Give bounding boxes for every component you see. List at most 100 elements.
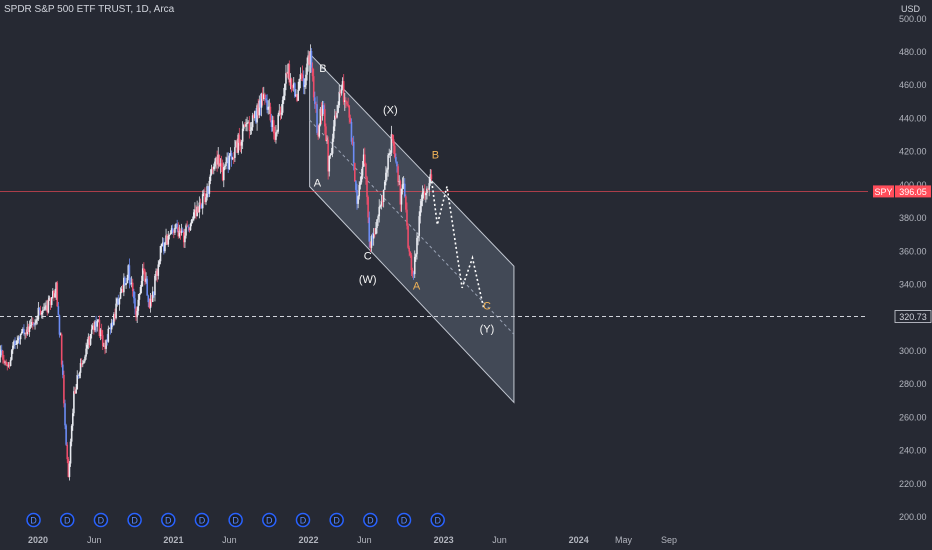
candle-body (85, 348, 87, 357)
dividend-marker[interactable]: D (363, 512, 378, 528)
candle-body (240, 141, 243, 146)
dividend-marker[interactable]: D (59, 512, 75, 528)
candle-body (75, 389, 77, 394)
candle-body (237, 134, 240, 153)
candle-body (379, 205, 382, 207)
candle-body (317, 132, 319, 137)
candle-body (4, 361, 6, 363)
candle-body (83, 360, 85, 364)
y-tick-label: 500.00 (899, 14, 927, 24)
candle-body (86, 344, 89, 349)
candle-body (5, 361, 7, 365)
candle-body (141, 268, 144, 281)
candle-body (420, 201, 423, 206)
candle-body (258, 100, 261, 116)
candle-body (115, 303, 117, 319)
candle-body (151, 291, 154, 302)
candle-body (268, 106, 271, 108)
candle-body (38, 307, 41, 311)
candle-body (130, 282, 133, 285)
candle-body (222, 167, 225, 181)
candle-body (381, 200, 384, 202)
channel-layer (309, 52, 515, 404)
candle-body (367, 196, 369, 218)
candle-body (53, 291, 55, 298)
candle-body (68, 463, 71, 477)
candle-body (15, 344, 17, 345)
candle-body (405, 196, 407, 210)
candle-body (239, 142, 242, 146)
dividend-icon (26, 512, 41, 528)
dividend-label: D (333, 516, 340, 526)
symbol-title: SPDR S&P 500 ETF TRUST, 1D, Arca (4, 4, 175, 15)
candle-body (401, 184, 404, 189)
x-tick-label: Jun (222, 535, 237, 545)
candle-body (344, 100, 346, 102)
candle-body (325, 126, 327, 142)
candle-body (199, 202, 202, 205)
candle-body (159, 245, 162, 262)
dividend-marker[interactable]: D (430, 512, 445, 528)
candle-body (380, 200, 383, 206)
candle-body (22, 329, 24, 332)
dividend-marker[interactable]: D (26, 512, 41, 528)
candle-body (17, 337, 20, 341)
candle-body (89, 334, 92, 345)
candle-body (256, 105, 258, 123)
candle-body (101, 335, 104, 347)
candle-body (163, 242, 165, 252)
candle-body (341, 81, 344, 89)
candle-body (100, 329, 103, 336)
candle-body (235, 141, 237, 148)
candle-body (29, 324, 32, 327)
dividend-marker[interactable]: D (93, 512, 109, 528)
candle-body (198, 202, 201, 213)
candle-body (261, 93, 264, 100)
candle-body (248, 122, 251, 131)
candle-body (27, 326, 30, 332)
wave-label: (W) (359, 274, 377, 286)
dividend-marker[interactable]: D (161, 512, 176, 528)
candle-body (40, 312, 43, 315)
candle-body (332, 126, 335, 139)
candle-body (302, 78, 305, 87)
x-tick-label: 2024 (569, 535, 589, 545)
candle-body (157, 264, 160, 276)
candle-body (314, 97, 316, 104)
dividend-label: D (131, 516, 138, 526)
candle-body (26, 326, 29, 335)
candle-body (277, 114, 279, 132)
candle-body (427, 188, 429, 190)
candle-body (352, 141, 355, 164)
dividend-marker[interactable]: D (396, 512, 412, 528)
candle-body (206, 186, 208, 198)
candle-body (184, 235, 186, 243)
dividend-marker[interactable]: D (329, 512, 344, 528)
candle-body (105, 340, 107, 349)
dividend-label: D (367, 516, 374, 526)
x-tick-label: May (615, 535, 633, 545)
candle-body (231, 157, 234, 160)
candle-body (58, 315, 61, 335)
dividend-marker[interactable]: D (228, 512, 243, 528)
candle-body (143, 268, 145, 271)
candle-body (109, 327, 112, 330)
candle-body (201, 194, 204, 209)
dividend-icon (262, 512, 277, 528)
candle-body (134, 298, 136, 309)
wave-label: B (432, 149, 439, 161)
candle-body (178, 230, 181, 237)
dividend-marker[interactable]: D (295, 512, 311, 528)
candle-body (173, 232, 175, 234)
candle-body (158, 261, 161, 265)
dividend-marker[interactable]: D (194, 512, 210, 528)
candle-body (214, 161, 216, 167)
dividend-marker[interactable]: D (127, 512, 142, 528)
candle-body (188, 227, 191, 231)
dividend-marker[interactable]: D (262, 512, 277, 528)
candle-body (179, 230, 182, 233)
candle-body (250, 127, 253, 130)
